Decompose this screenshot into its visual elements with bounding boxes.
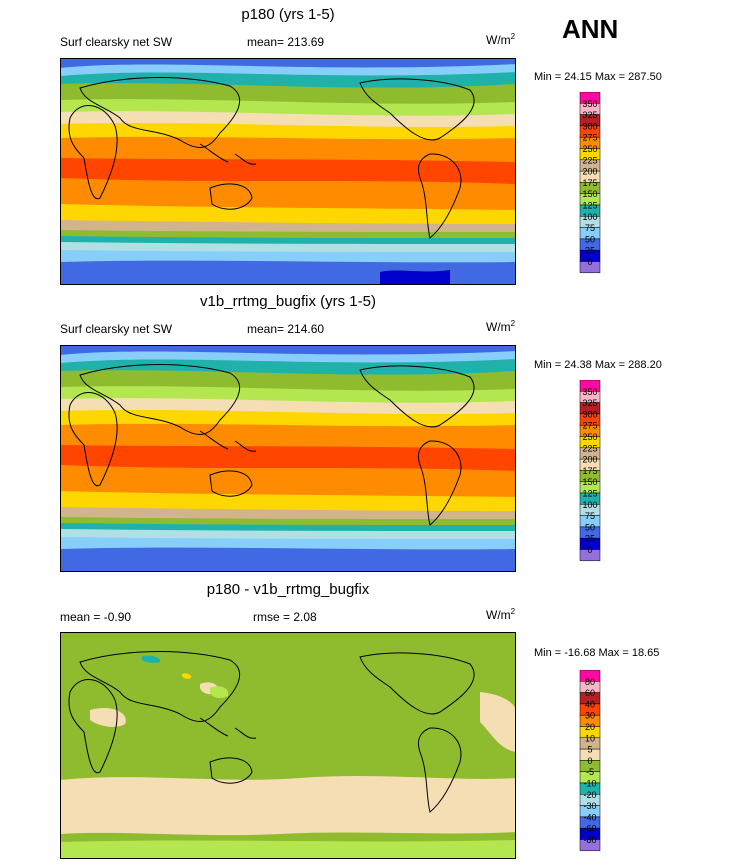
colorbar-1-box [579,261,601,274]
colorbar-1-label: 250 [582,144,597,154]
colorbar-2-label: 200 [582,455,597,465]
colorbar-3-label: -60 [583,824,596,834]
colorbar-3-label: 80 [585,677,595,687]
colorbar-3-box [579,839,601,852]
panel-2-units: W/m2 [486,319,516,334]
colorbar-2-label: 125 [582,489,597,499]
colorbar-3-label: 10 [585,733,595,743]
colorbar-3-label: 60 [585,688,595,698]
colorbar-2-label: 150 [582,477,597,487]
colorbar-1-label: 100 [582,212,597,222]
panel-2-title: v1b_rrtmg_bugfix (yrs 1-5) [200,293,376,310]
colorbar-1-label: 50 [585,234,595,244]
colorbar-1-label: 350 [582,99,597,109]
colorbar-3-label: 30 [585,711,595,721]
season-label: ANN [562,14,619,44]
colorbar-3-label: 5 [587,745,592,755]
colorbar-3-label: -5 [586,767,594,777]
colorbar-3-label: -20 [583,790,596,800]
colorbar-1-label: 125 [582,201,597,211]
colorbar-1-label: 200 [582,167,597,177]
colorbar-2-box [579,549,601,562]
colorbar-1-label: 0 [587,257,592,267]
colorbar-3-label: 40 [585,699,595,709]
colorbar-3-label: -30 [583,801,596,811]
panel-3-title: p180 - v1b_rrtmg_bugfix [206,581,370,598]
colorbar-2-label: 100 [582,500,597,510]
panel-1-variable-label: Surf clearsky net SW [60,35,173,49]
colorbar-2-label: 300 [582,409,597,419]
colorbar-2-label: 0 [587,545,592,555]
colorbar-2-label: 275 [582,421,597,431]
colorbar-1-label: 25 [585,246,595,256]
colorbar-1-label: 175 [582,178,597,188]
panel-1-title: p180 (yrs 1-5) [241,6,335,23]
colorbar-2-label: 25 [585,534,595,544]
colorbar-2-label: 250 [582,432,597,442]
panel-3-rmse-label: rmse = 2.08 [253,610,317,624]
colorbar-2-label: 75 [585,511,595,521]
panel-3-minmax: Min = -16.68 Max = 18.65 [534,647,660,659]
colorbar-2-label: 50 [585,522,595,532]
colorbar-2-label: 350 [582,387,597,397]
panel-3-mean-label: mean = -0.90 [60,610,132,624]
colorbar-3-label: 20 [585,722,595,732]
colorbar-3-label: -10 [583,779,596,789]
colorbar-1-label: 325 [582,110,597,120]
colorbar-1-label: 275 [582,133,597,143]
panel-2-variable-label: Surf clearsky net SW [60,322,173,336]
panel-2-minmax: Min = 24.38 Max = 288.20 [534,359,662,371]
panel-1-map [60,58,516,285]
colorbar-1-label: 225 [582,155,597,165]
colorbar-1-label: 75 [585,223,595,233]
colorbar-1-label: 300 [582,121,597,131]
panel-2-map [60,345,516,572]
panel-3-units: W/m2 [486,607,516,622]
colorbar-2-label: 325 [582,398,597,408]
colorbar-3-label: -80 [583,835,596,845]
panel-1-mean-label: mean= 213.69 [247,35,325,49]
panel-1-units: W/m2 [486,32,516,47]
panel-3-map [60,632,516,859]
colorbar-2-label: 225 [582,443,597,453]
colorbar-1-label: 150 [582,189,597,199]
colorbar-3-label: -40 [583,812,596,822]
colorbar-3-label: 0 [587,756,592,766]
panel-1-minmax: Min = 24.15 Max = 287.50 [534,71,662,83]
panel-2-mean-label: mean= 214.60 [247,322,325,336]
colorbar-2-label: 175 [582,466,597,476]
